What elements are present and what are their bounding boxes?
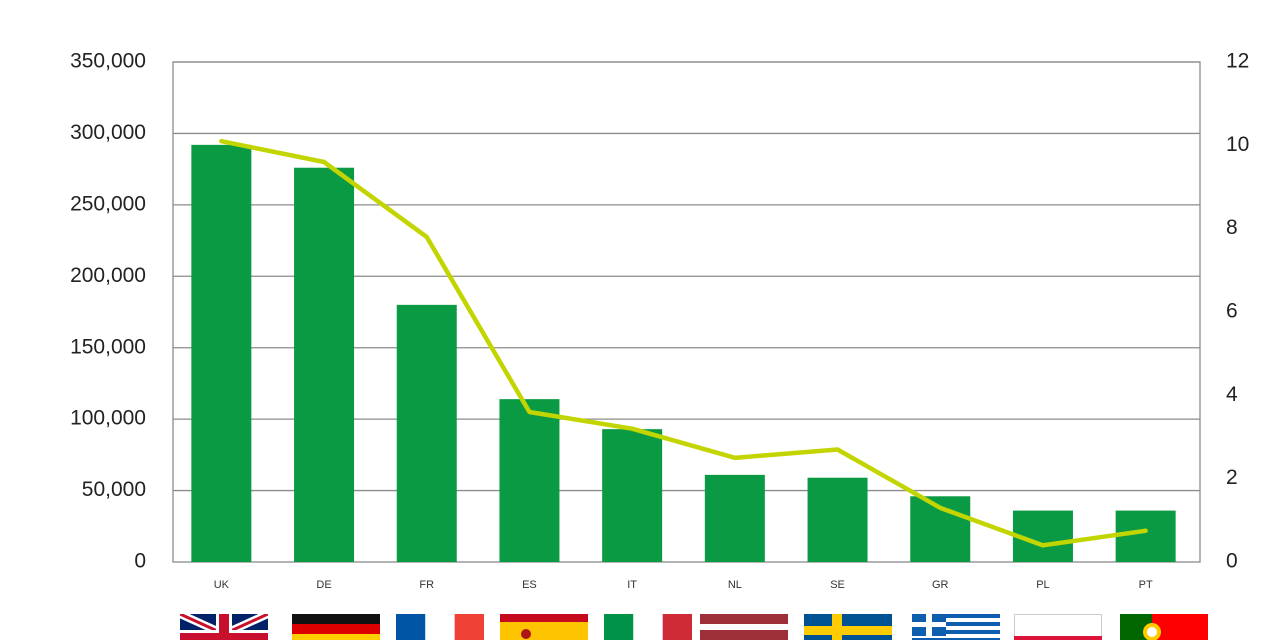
- right-tick-label: 0: [1226, 550, 1238, 573]
- right-tick-label: 2: [1226, 466, 1238, 489]
- right-tick-label: 10: [1226, 133, 1249, 156]
- right-tick-label: 4: [1226, 383, 1238, 406]
- bar-es: [499, 399, 560, 562]
- category-label-de: DE: [316, 579, 331, 591]
- italy-flag: [604, 614, 692, 640]
- bar-de: [294, 167, 355, 562]
- left-tick-label: 200,000: [70, 264, 146, 287]
- right-tick-label: 12: [1226, 50, 1249, 73]
- bar-fr: [396, 304, 457, 562]
- left-tick-label: 50,000: [82, 478, 146, 501]
- bar-pt: [1115, 510, 1176, 562]
- line-series: [219, 138, 1148, 548]
- sweden-flag: [804, 614, 892, 640]
- france-flag: [396, 614, 484, 640]
- category-label-pt: PT: [1139, 579, 1153, 591]
- line-path: [219, 138, 1148, 548]
- category-labels: UK DE FR ES IT NL SE GR PL PT: [214, 579, 1153, 591]
- category-label-uk: UK: [214, 579, 230, 591]
- category-label-pl: PL: [1036, 579, 1049, 591]
- uk-flag: [180, 614, 268, 640]
- left-tick-label: 250,000: [70, 192, 146, 215]
- bar-uk: [191, 144, 252, 562]
- left-tick-label: 100,000: [70, 407, 146, 430]
- greece-flag: [912, 614, 1000, 640]
- left-tick-label: 150,000: [70, 335, 146, 358]
- category-label-nl: NL: [728, 579, 742, 591]
- left-axis-tick-labels: 0 50,000 100,000 150,000 200,000 250,000 300,0…: [70, 50, 146, 573]
- bar-nl: [704, 474, 765, 562]
- left-tick-label: 300,000: [70, 121, 146, 144]
- country-flags: [180, 614, 1208, 640]
- germany-flag: [292, 614, 380, 640]
- category-label-fr: FR: [419, 579, 434, 591]
- portugal-flag: [1120, 614, 1208, 640]
- spain-flag: [500, 614, 588, 640]
- bar-series: [191, 144, 1176, 562]
- latvia-flag: [700, 614, 788, 640]
- category-label-it: IT: [627, 579, 637, 591]
- poland-flag: [1014, 614, 1102, 640]
- bar-se: [807, 477, 868, 562]
- right-tick-label: 8: [1226, 216, 1238, 239]
- right-tick-label: 6: [1226, 300, 1238, 323]
- bar-it: [602, 429, 663, 562]
- right-axis-tick-labels: 0 2 4 6 8 10 12: [1226, 50, 1249, 573]
- category-label-gr: GR: [932, 579, 949, 591]
- plot-frame: [172, 61, 1201, 563]
- category-label-se: SE: [830, 579, 845, 591]
- category-label-es: ES: [522, 579, 537, 591]
- left-tick-label: 350,000: [70, 50, 146, 73]
- left-tick-label: 0: [134, 550, 146, 573]
